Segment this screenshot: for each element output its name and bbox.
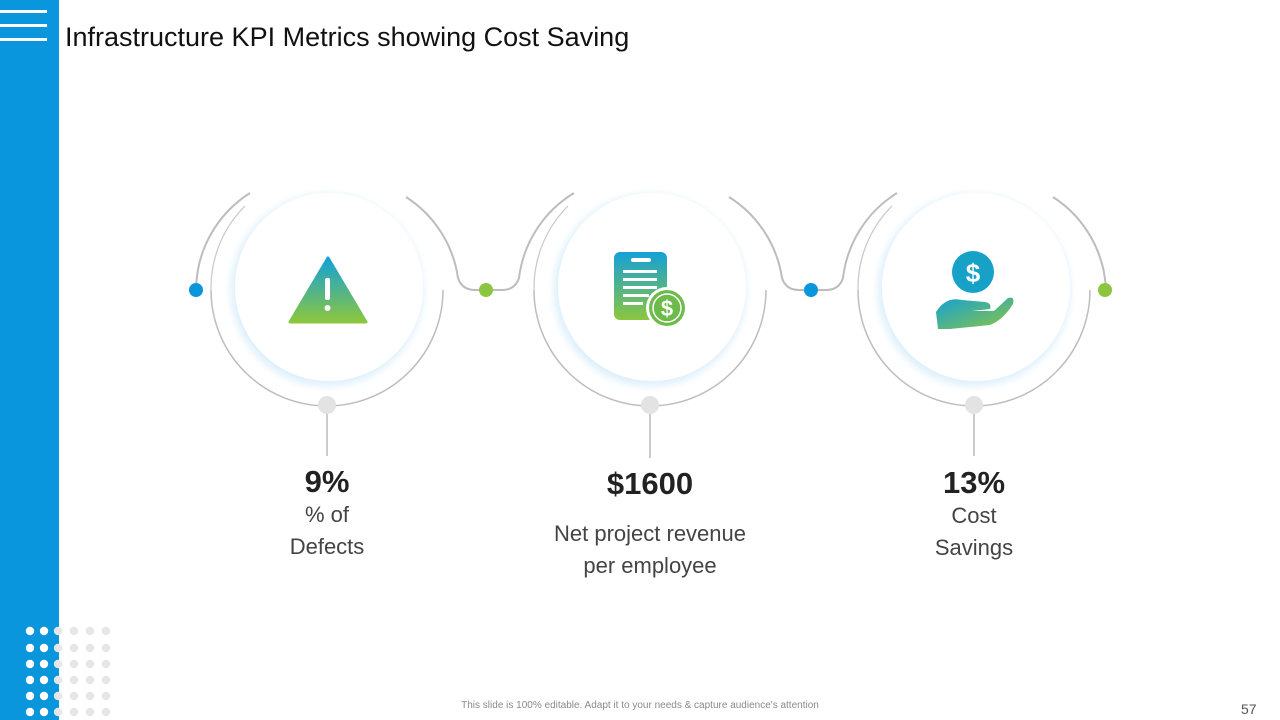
- stem-2: [641, 396, 659, 458]
- svg-text:$: $: [661, 296, 673, 321]
- connector-dot-green: [479, 283, 493, 297]
- kpi-value: $1600: [606, 466, 694, 501]
- kpi-card-defects: 9% % of Defects: [227, 465, 427, 563]
- menu-lines-icon: [0, 10, 47, 44]
- page-number: 57: [1241, 701, 1257, 717]
- decorative-dot-grid: [25, 626, 111, 717]
- hand-dollar-coin-icon: $: [936, 251, 1014, 329]
- kpi-card-revenue: $1600 Net project revenue per employee: [520, 467, 780, 582]
- kpi-value: 13%: [942, 465, 1006, 500]
- warning-triangle-icon: [288, 256, 368, 324]
- invoice-dollar-icon: $: [614, 252, 688, 329]
- connector-dot-green: [1098, 283, 1112, 297]
- kpi-label: Cost Savings: [934, 503, 1014, 560]
- sidebar-accent: [0, 0, 59, 720]
- kpi-label: Net project revenue per employee: [554, 521, 746, 578]
- svg-text:$: $: [966, 258, 981, 288]
- connector-dot-blue: [804, 283, 818, 297]
- kpi-label: % of Defects: [289, 502, 365, 559]
- stem-1: [318, 396, 336, 456]
- slide-title: Infrastructure KPI Metrics showing Cost …: [65, 22, 630, 52]
- stem-3: [965, 396, 983, 456]
- kpi-value: 9%: [304, 464, 350, 499]
- slide-footer-note: This slide is 100% editable. Adapt it to…: [461, 700, 819, 711]
- connector-dot-blue: [189, 283, 203, 297]
- kpi-card-cost-savings: 13% Cost Savings: [874, 466, 1074, 564]
